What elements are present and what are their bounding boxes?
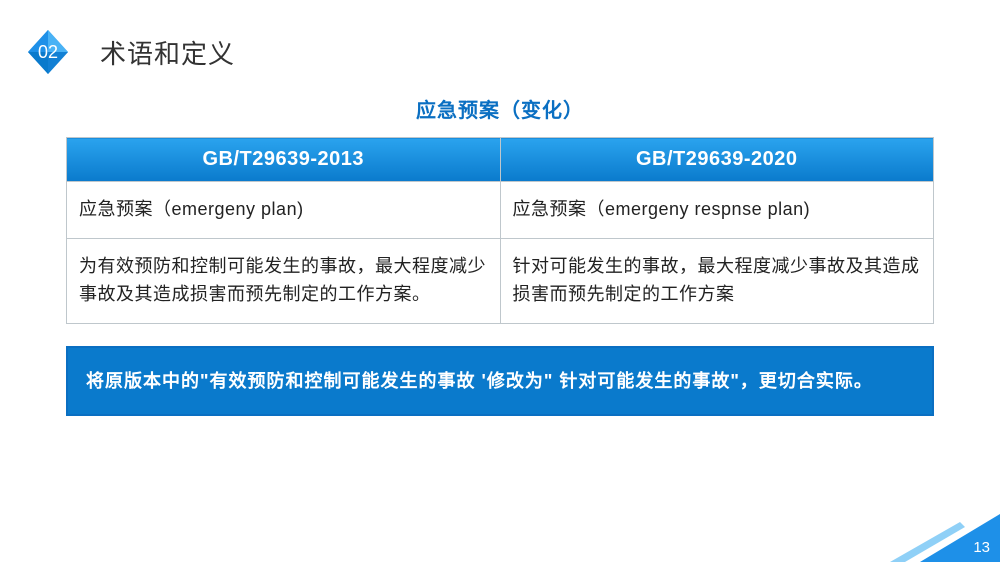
- table-cell: 应急预案（emergeny respnse plan): [500, 182, 934, 239]
- comparison-table: GB/T29639-2013 GB/T29639-2020 应急预案（emerg…: [66, 137, 934, 324]
- page-number: 13: [973, 539, 990, 556]
- table-row: 应急预案（emergeny plan) 应急预案（emergeny respns…: [67, 182, 934, 239]
- table-row: 为有效预防和控制可能发生的事故，最大程度减少事故及其造成损害而预先制定的工作方案…: [67, 238, 934, 323]
- table-header-row: GB/T29639-2013 GB/T29639-2020: [67, 138, 934, 182]
- note-callout: 将原版本中的"有效预防和控制可能发生的事故 '修改为" 针对可能发生的事故"，更…: [66, 346, 934, 416]
- table-header-cell: GB/T29639-2020: [500, 138, 934, 182]
- table-cell: 应急预案（emergeny plan): [67, 182, 501, 239]
- corner-decoration: 13: [890, 502, 1000, 562]
- table-header-cell: GB/T29639-2013: [67, 138, 501, 182]
- slide-header: 02 术语和定义: [0, 0, 1000, 76]
- table-cell: 针对可能发生的事故，最大程度减少事故及其造成损害而预先制定的工作方案: [500, 238, 934, 323]
- table-cell: 为有效预防和控制可能发生的事故，最大程度减少事故及其造成损害而预先制定的工作方案…: [67, 238, 501, 323]
- section-badge: 02: [24, 28, 72, 76]
- slide-title: 术语和定义: [100, 34, 235, 71]
- section-number: 02: [38, 42, 58, 63]
- comparison-table-container: GB/T29639-2013 GB/T29639-2020 应急预案（emerg…: [66, 137, 934, 324]
- slide-subtitle: 应急预案（变化）: [0, 94, 1000, 123]
